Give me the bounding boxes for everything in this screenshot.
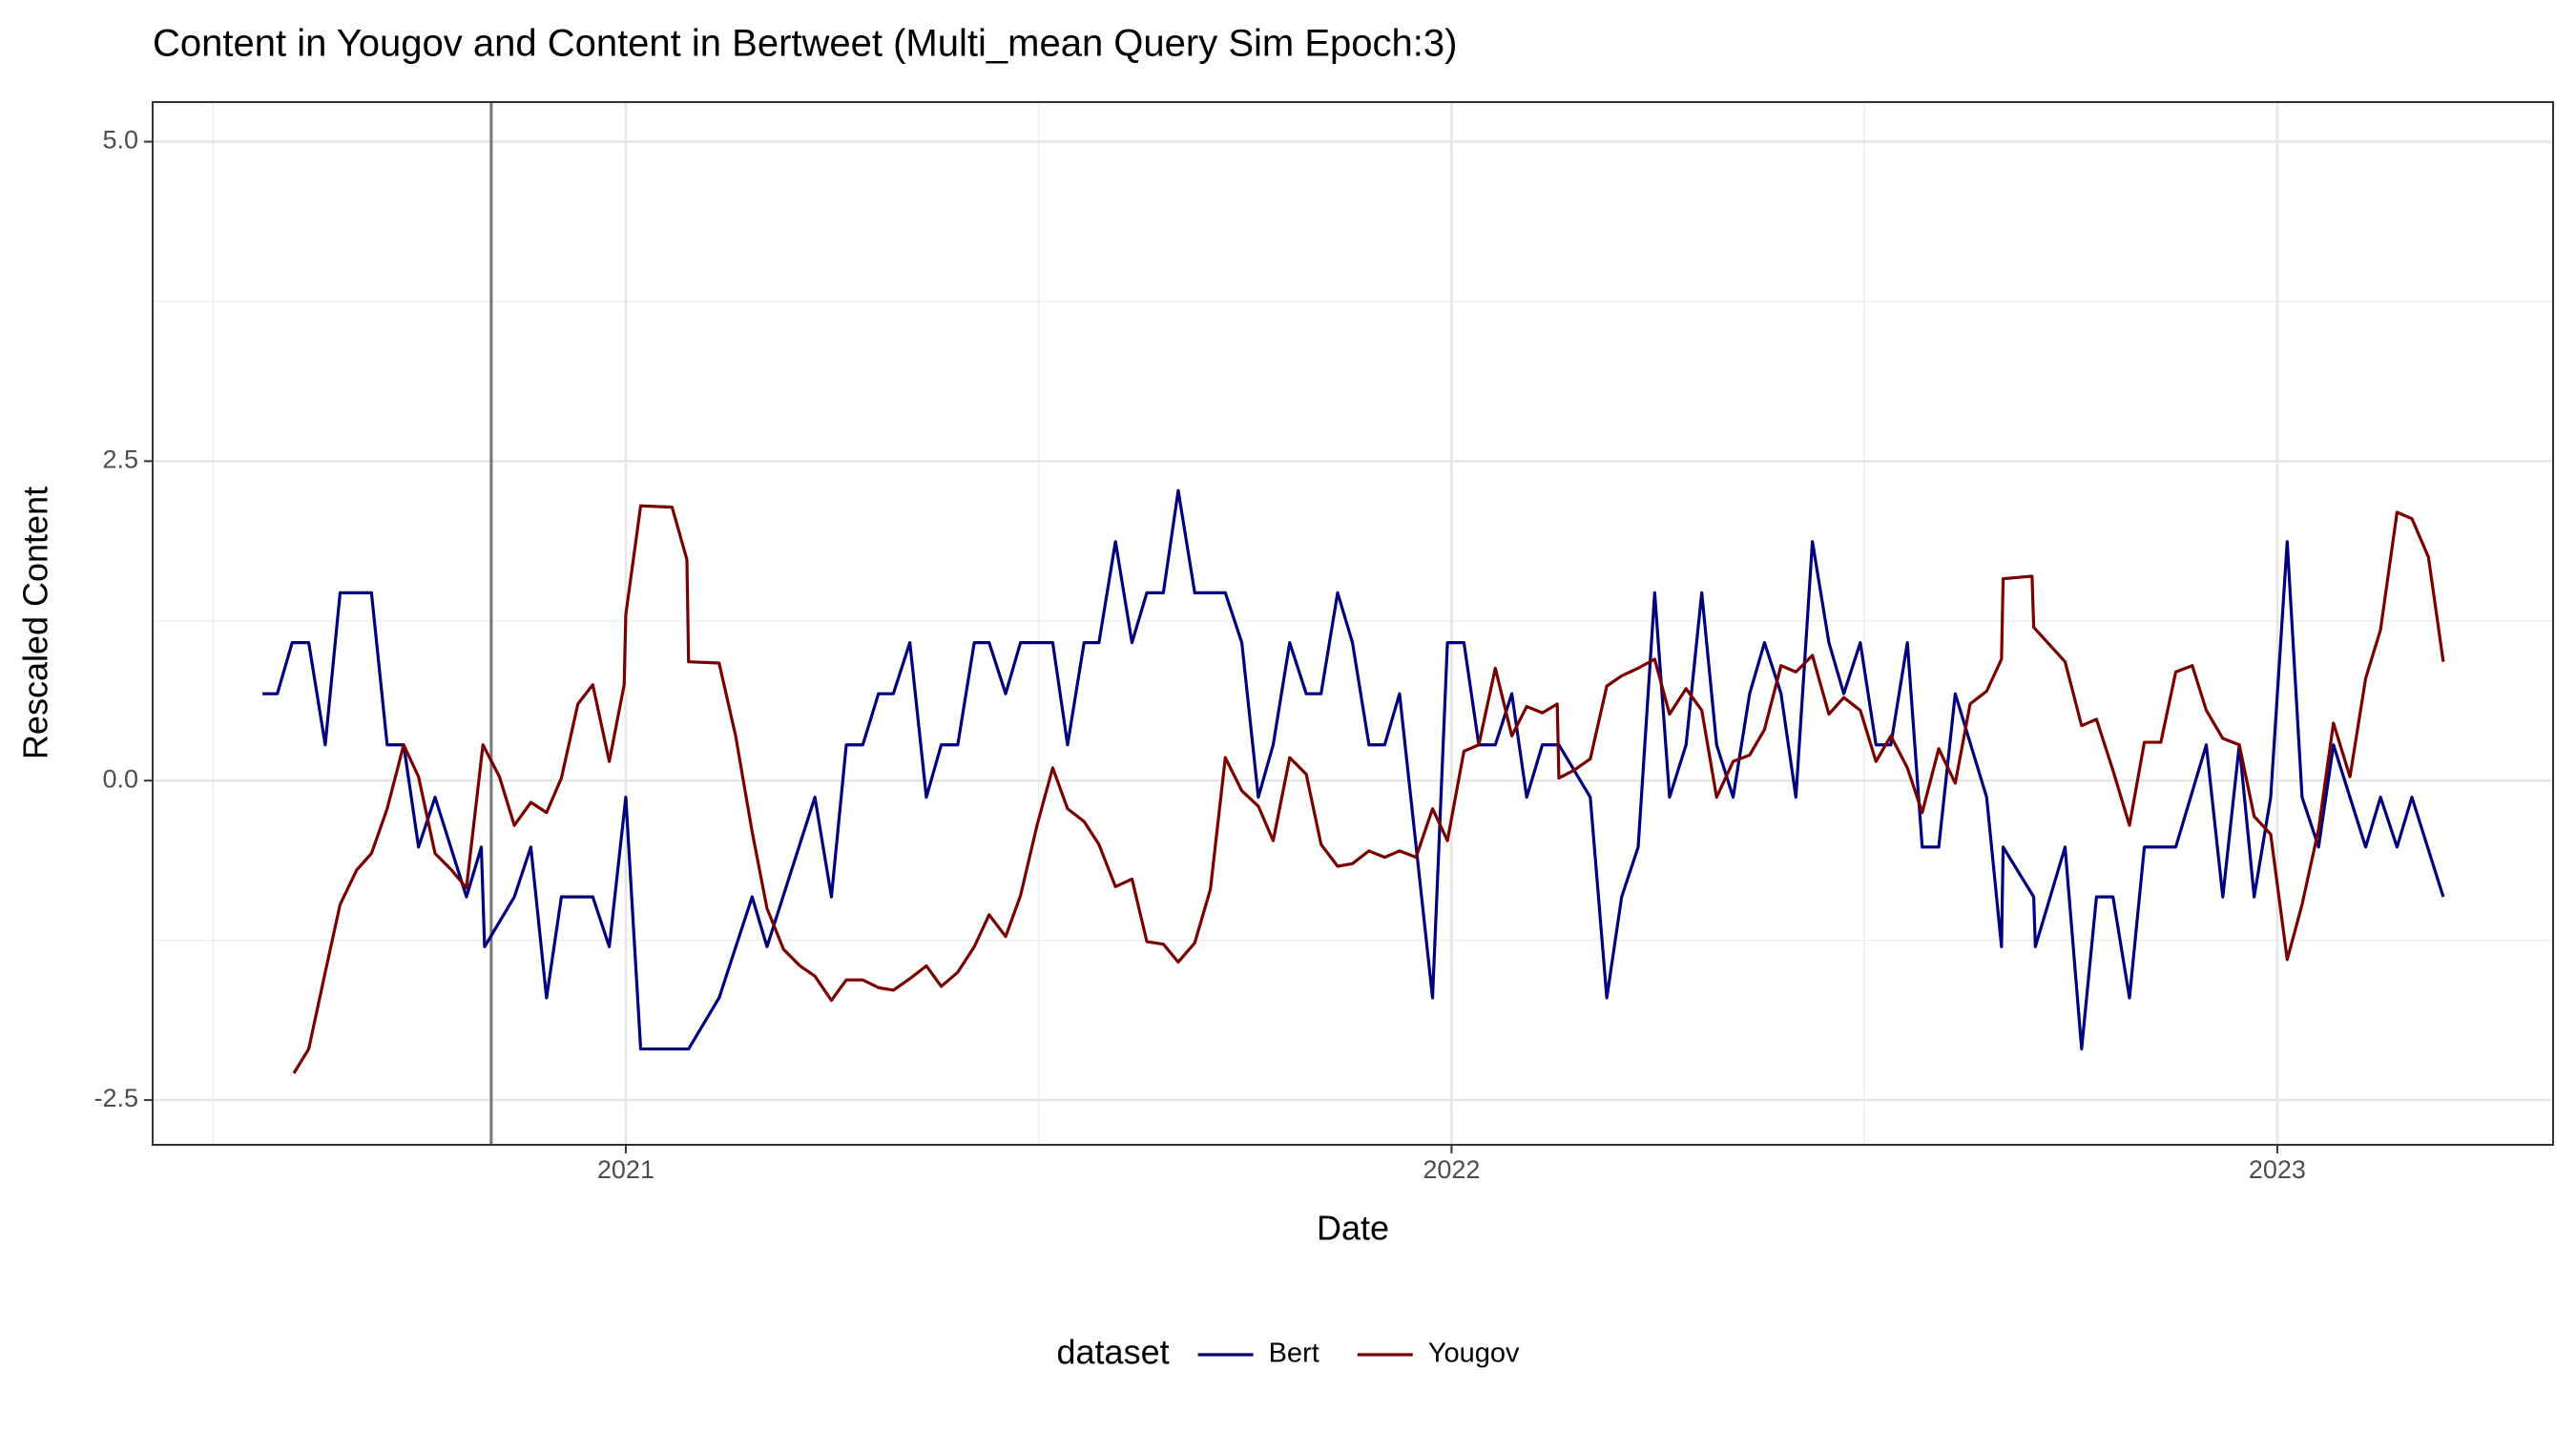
chart-title: Content in Yougov and Content in Bertwee… <box>153 23 1457 65</box>
legend-label: Bert <box>1269 1338 1319 1369</box>
legend-label: Yougov <box>1428 1338 1520 1369</box>
y-tick-label: -2.5 <box>93 1084 138 1112</box>
plot-border <box>152 101 2554 1146</box>
x-axis-label: Date <box>1317 1209 1389 1248</box>
data-line <box>262 488 2445 1051</box>
y-axis-label: Rescaled Content <box>16 487 55 759</box>
x-tick-label: 2022 <box>1423 1155 1480 1184</box>
y-tick-label: 5.0 <box>102 126 138 155</box>
legend-title: dataset <box>1057 1333 1170 1372</box>
data-line <box>292 504 2445 1074</box>
x-tick-label: 2021 <box>597 1155 654 1184</box>
y-tick-label: 0.0 <box>102 764 138 793</box>
x-tick-label: 2023 <box>2249 1155 2306 1184</box>
y-tick-label: 2.5 <box>102 446 138 474</box>
